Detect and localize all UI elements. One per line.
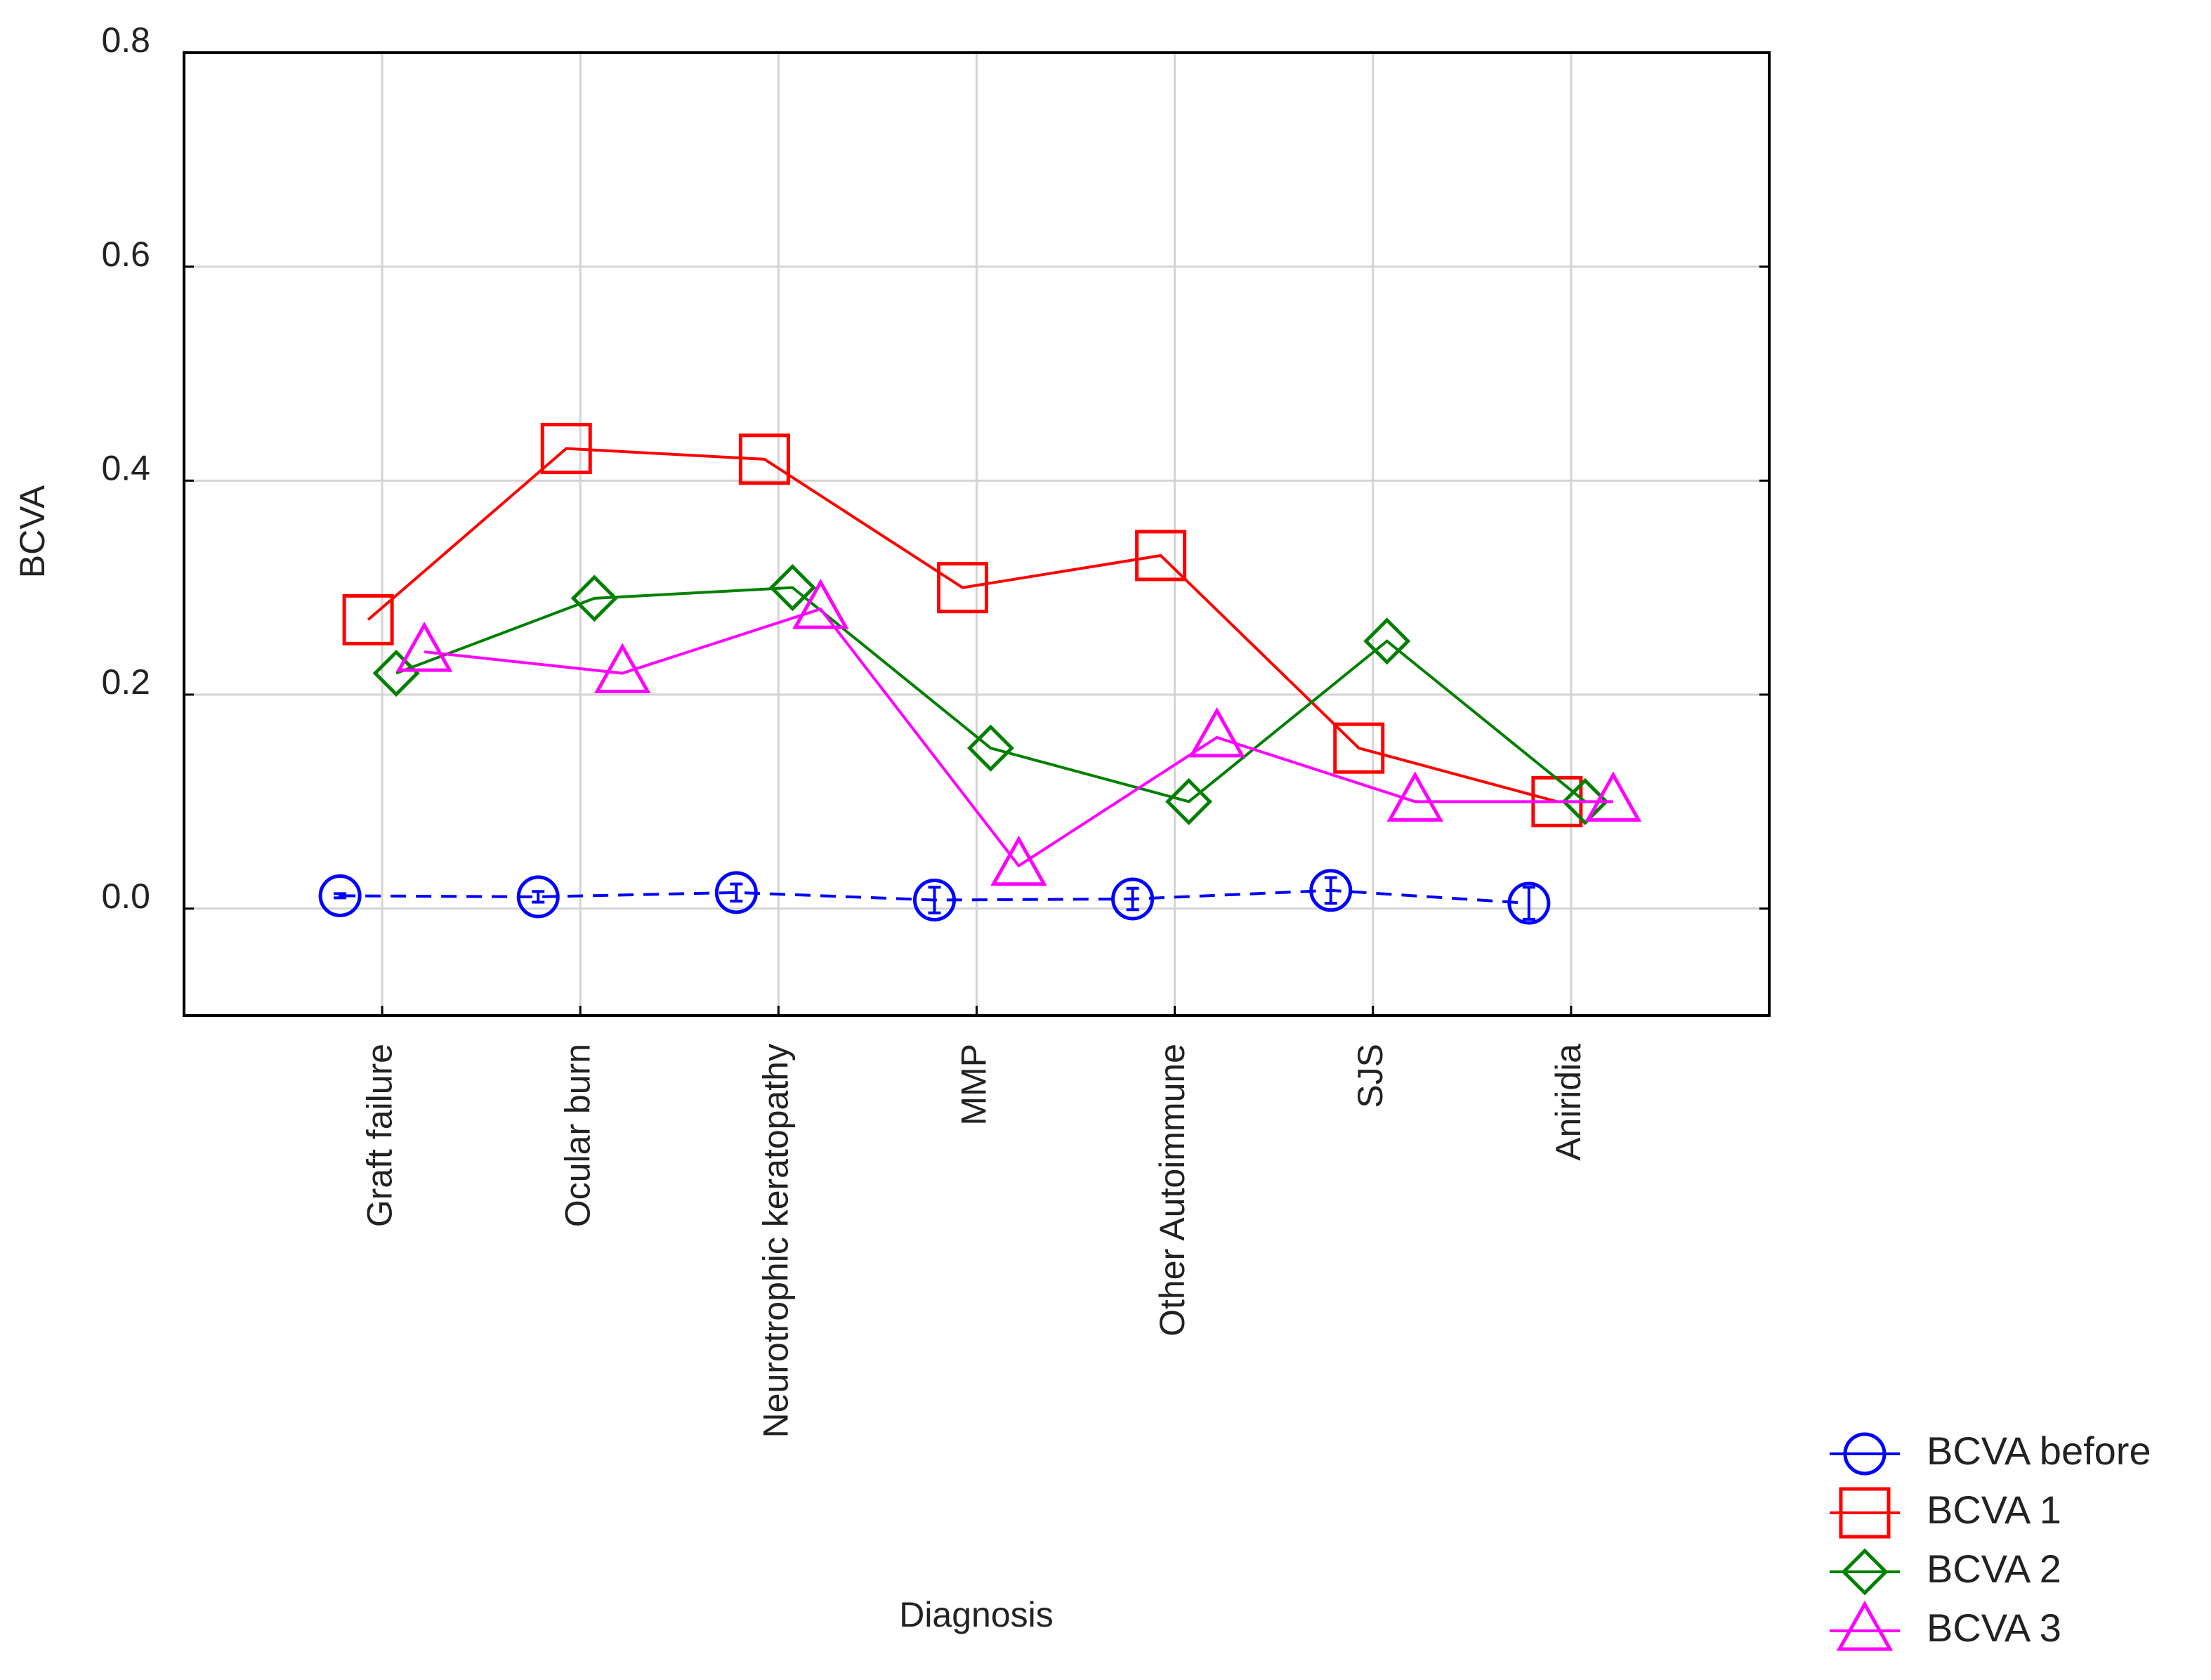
marker — [768, 564, 816, 612]
plot-frame — [183, 51, 1771, 1017]
x-tick-label: Graft failure — [360, 1044, 399, 1227]
series-line — [367, 447, 1558, 803]
marker — [1333, 722, 1385, 774]
marker — [792, 579, 849, 629]
marker — [540, 423, 592, 475]
marker — [1841, 1548, 1889, 1596]
legend-label: BCVA before — [1927, 1429, 2151, 1473]
marker — [342, 593, 394, 645]
marker — [990, 835, 1047, 886]
legend-label: BCVA 2 — [1927, 1547, 2061, 1591]
x-tick-label: Ocular burn — [558, 1044, 597, 1227]
marker — [372, 649, 420, 697]
marker — [318, 874, 362, 917]
marker — [1843, 1432, 1887, 1476]
x-tick-label: MMP — [954, 1044, 994, 1126]
marker — [1585, 771, 1642, 822]
legend-label: BCVA 1 — [1927, 1488, 2061, 1532]
marker — [1309, 869, 1353, 912]
marker — [516, 875, 560, 919]
y-tick-label: 0.8 — [101, 20, 150, 60]
marker — [1111, 877, 1155, 921]
marker — [1386, 771, 1444, 822]
marker — [714, 871, 758, 914]
y-tick-label: 0.2 — [101, 662, 150, 702]
marker — [913, 878, 956, 921]
marker — [1836, 1600, 1894, 1651]
marker — [937, 562, 988, 614]
marker — [966, 724, 1015, 772]
marker — [1839, 1487, 1891, 1539]
marker — [593, 643, 651, 694]
marker — [1507, 881, 1551, 925]
marker — [738, 433, 790, 485]
marker — [395, 621, 453, 672]
marker — [1135, 530, 1187, 582]
marker — [570, 575, 618, 622]
y-tick-label: 0.6 — [101, 235, 150, 274]
marker — [1188, 707, 1245, 758]
series-line — [395, 586, 1587, 803]
marker — [1165, 777, 1213, 825]
y-tick-label: 0.0 — [101, 877, 150, 916]
x-tick-label: Aniridia — [1549, 1044, 1588, 1161]
y-axis-title: BCVA — [13, 485, 52, 578]
x-tick-label: SJS — [1351, 1044, 1390, 1108]
x-axis-title: Diagnosis — [899, 1595, 1054, 1634]
marker — [1561, 777, 1609, 825]
legend-label: BCVA 3 — [1927, 1606, 2061, 1650]
series-line — [424, 607, 1613, 868]
marker — [1363, 617, 1411, 665]
x-tick-label: Neurotrophic keratopathy — [756, 1044, 796, 1438]
y-tick-label: 0.4 — [101, 449, 150, 488]
x-tick-label: Other Autoimmune — [1153, 1044, 1192, 1337]
